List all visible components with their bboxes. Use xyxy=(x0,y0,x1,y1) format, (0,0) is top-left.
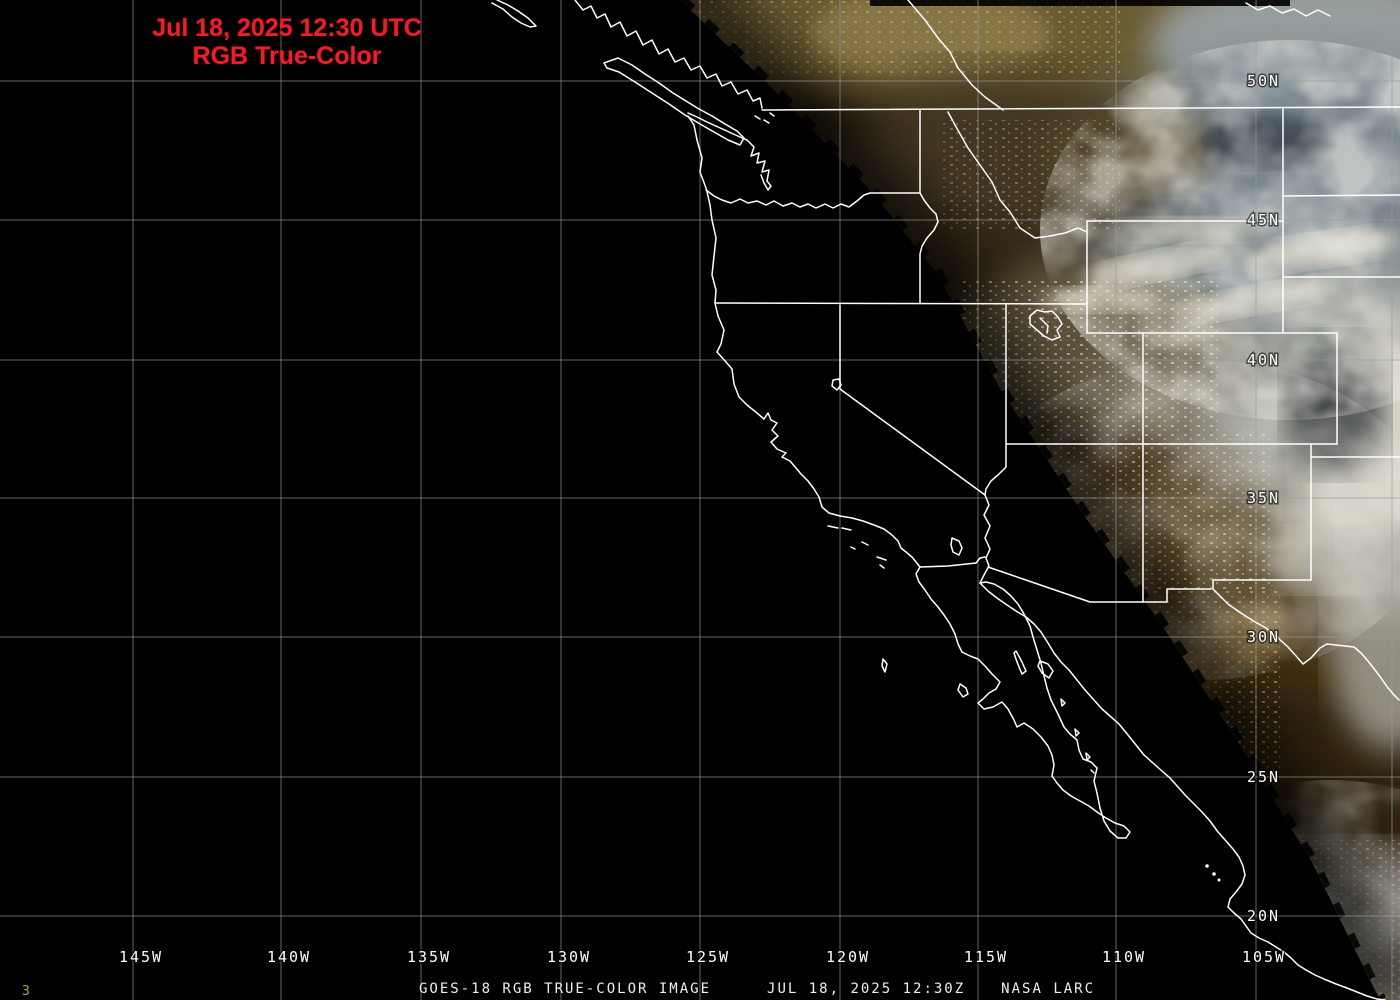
overlay-squiggle-top-right xyxy=(1245,2,1331,17)
scan-edge-strip xyxy=(870,0,1290,6)
terminator-stairstep-edge xyxy=(680,0,1386,1000)
grid-label-120W: 120W xyxy=(826,948,870,966)
island-san-juans xyxy=(754,112,775,124)
grid-label-105W: 105W xyxy=(1242,948,1286,966)
border-or-id-snake xyxy=(919,192,939,304)
caption-product-name: GOES-18 RGB TRUE-COLOR IMAGE xyxy=(419,981,712,997)
border-nm-tx-32n xyxy=(1212,579,1312,590)
grid-label-20N: 20N xyxy=(1247,907,1280,925)
grid-label-115W: 115W xyxy=(964,948,1008,966)
coastline-mexico-mainland xyxy=(979,582,1386,1000)
border-ca-nv xyxy=(839,304,986,496)
island-guadalupe xyxy=(881,658,888,673)
river-colorado xyxy=(979,494,991,584)
frame-number: 3 xyxy=(22,984,30,999)
grid-label-50N: 50N xyxy=(1247,72,1280,90)
islands-channel xyxy=(827,525,887,569)
border-nd-sd xyxy=(1282,194,1400,197)
coastline-haida-gwaii xyxy=(491,0,537,28)
coastline-baja-california xyxy=(915,566,1131,839)
cloud-noise-texture xyxy=(1040,40,1400,420)
grid-label-125W: 125W xyxy=(686,948,730,966)
grid-label-25N: 25N xyxy=(1247,768,1280,786)
grid-label-135W: 135W xyxy=(407,948,451,966)
border-nv-ut-west xyxy=(984,304,1007,496)
river-columbia-wa-or-border xyxy=(705,189,921,209)
caption-bar: GOES-18 RGB TRUE-COLOR IMAGE JUL 18, 202… xyxy=(419,981,1095,997)
coastline-bc-fjords xyxy=(574,0,763,109)
border-us-mexico-west xyxy=(919,556,1212,603)
border-us-canada-49n xyxy=(761,106,1400,111)
islands-gulf-of-california xyxy=(1013,650,1095,774)
caption-datetime: JUL 18, 2025 12:30Z xyxy=(767,981,966,997)
grid-label-45N: 45N xyxy=(1247,211,1280,229)
grid-label-145W: 145W xyxy=(119,948,163,966)
border-bc-alberta xyxy=(907,0,1004,111)
image-title-overlay: Jul 18, 2025 12:30 UTC RGB True-Color xyxy=(137,14,437,70)
latlon-grid-labels: 50N 45N 40N 35N 30N 25N 20N 145W 140W 135W 130W 125… xyxy=(117,71,1286,968)
island-cedros xyxy=(957,683,969,698)
grid-label-140W: 140W xyxy=(267,948,311,966)
grid-label-130W: 130W xyxy=(547,948,591,966)
caption-credit: NASA LARC xyxy=(1001,981,1096,997)
lake-tahoe xyxy=(831,378,842,391)
title-product: RGB True-Color xyxy=(192,42,382,70)
grid-label-30N: 30N xyxy=(1247,628,1280,646)
grid-label-40N: 40N xyxy=(1247,351,1280,369)
coastline-puget-sound xyxy=(687,112,772,191)
islands-marias xyxy=(1205,864,1221,882)
grid-label-35N: 35N xyxy=(1247,489,1280,507)
lake-great-salt xyxy=(1029,309,1063,341)
coastline-pacific-us xyxy=(687,115,921,568)
border-id-mt xyxy=(947,111,1088,239)
grid-label-110W: 110W xyxy=(1102,948,1146,966)
border-42n xyxy=(714,302,1088,305)
river-rio-grande xyxy=(1212,588,1400,701)
title-datetime: Jul 18, 2025 12:30 UTC xyxy=(152,14,422,42)
lake-salton-sea xyxy=(950,537,963,556)
map-overlay-lines xyxy=(491,0,1400,1000)
